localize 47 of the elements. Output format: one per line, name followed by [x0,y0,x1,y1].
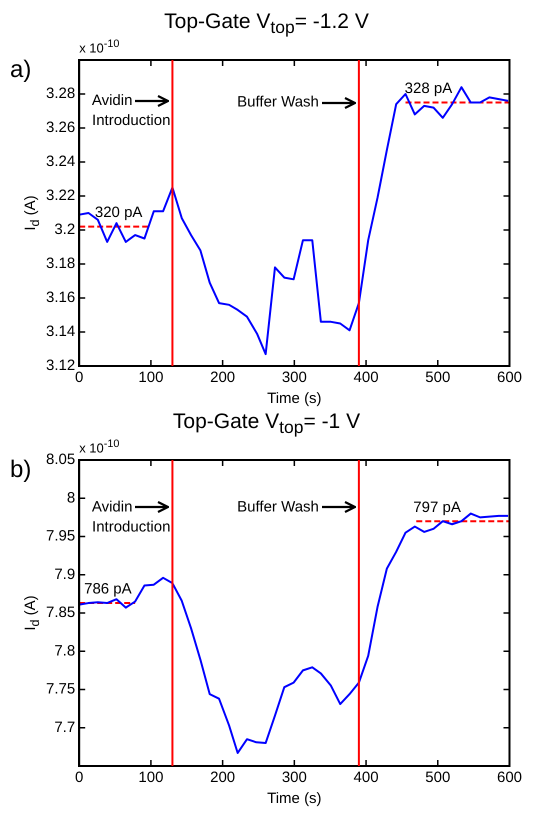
y-tick-label: 3.14 [46,323,76,340]
y-tick-label: 7.85 [46,604,76,622]
x-tick-label: 0 [75,769,84,786]
y-tick-label: 7.75 [46,680,76,698]
chart-title: Top-Gate V$_{top}$= -1 V [172,409,362,438]
x-tick-label: 500 [425,369,450,386]
x-tick-label: 0 [75,369,84,386]
x-tick-label: 300 [282,769,307,786]
x-tick-label: 600 [496,769,522,786]
x-axis-title: Time (s) [267,390,322,408]
annotation: Buffer Wash [237,94,319,111]
x-tick-label: 200 [210,369,236,386]
annotation: 320 pA [94,204,142,222]
x-tick-label: 400 [354,369,379,386]
text: x 10$^{-10}$ [79,438,120,456]
x-tick-label: 200 [210,769,236,786]
y-tick-label: 8 [66,489,76,506]
y-tick-label: 7.7 [54,718,76,736]
y-tick-label: 3.16 [46,289,76,306]
chart-title: Top-Gate V$_{top}$= -1.2 V [163,9,370,38]
y-tick-label: 3.22 [46,187,76,204]
y-tick-label: 7.8 [54,642,76,660]
y-tick-label: 3.12 [46,357,76,374]
x-tick-label: 600 [496,369,522,386]
y-tick-label: 7.95 [46,528,76,545]
x-tick-label: 500 [425,769,450,786]
x-tick-label: 400 [354,769,379,786]
y-tick-label: 3.2 [54,221,76,238]
x-tick-label: 300 [282,369,307,386]
x-tick-label: 100 [138,769,164,786]
x-axis-title: Time (s) [267,790,322,808]
annotation: Avidin Introduction [92,498,170,536]
annotation: 797 pA [413,498,461,516]
y-tick-label: 3.26 [46,119,76,136]
text: a) [10,56,32,84]
annotation: Avidin Introduction [92,92,170,129]
y-tick-label: 3.18 [46,255,76,272]
y-tick-label: 7.9 [54,566,76,583]
annotation: Buffer Wash [237,498,319,516]
y-tick-label: 3.28 [46,85,76,102]
x-tick-label: 100 [138,369,164,386]
text: b) [10,456,32,484]
annotation: 328 pA [404,80,452,98]
text: x 10$^{-10}$ [79,38,120,56]
annotation: 786 pA [84,580,132,598]
y-tick-label: 3.24 [46,153,76,170]
y-tick-label: 8.05 [46,451,76,468]
